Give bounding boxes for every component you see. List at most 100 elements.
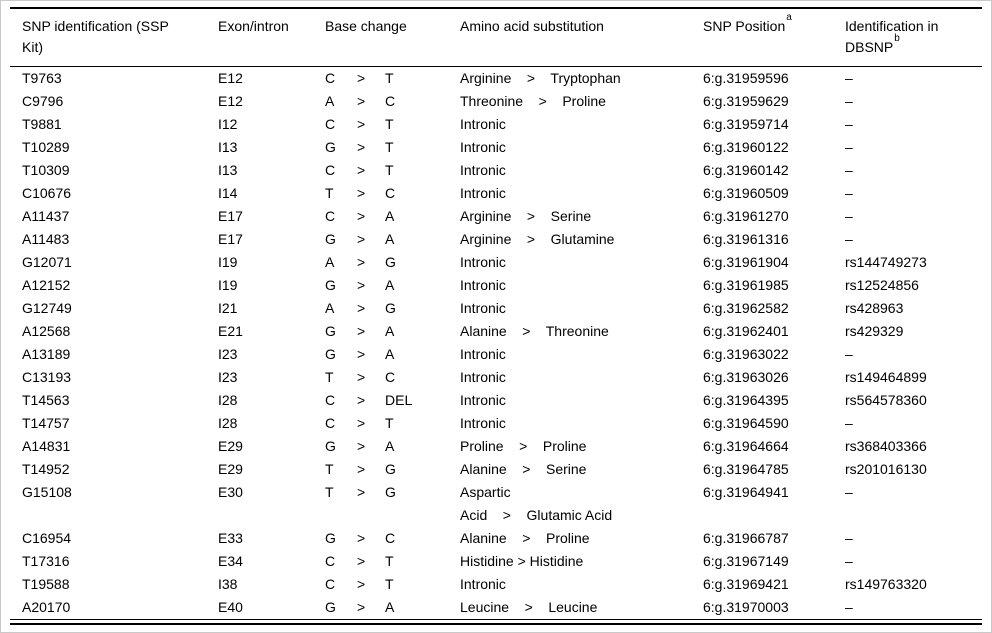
cell-dbsnp: rs201016130 bbox=[845, 461, 927, 477]
cell-amino-acid: Alanine > Threonine bbox=[460, 323, 609, 339]
cell-amino-acid: Intronic bbox=[460, 277, 506, 293]
cell-dbsnp: – bbox=[845, 231, 853, 247]
base-from: T bbox=[325, 369, 334, 385]
cell-snp-position: 6:g.31969421 bbox=[703, 576, 789, 592]
base-from: A bbox=[325, 93, 335, 109]
cell-snp-position: 6:g.31964941 bbox=[703, 484, 789, 500]
cell-snp-id: A11483 bbox=[22, 231, 70, 247]
cell-exon-intron: E34 bbox=[218, 553, 243, 569]
cell-dbsnp: – bbox=[845, 553, 853, 569]
cell-snp-id: T14952 bbox=[22, 461, 70, 477]
base-to: A bbox=[385, 208, 395, 224]
cell-dbsnp: – bbox=[845, 415, 853, 431]
cell-base-change: C > DEL bbox=[325, 389, 460, 412]
cell-snp-position: 6:g.31964590 bbox=[703, 415, 789, 431]
cell-exon-intron: I23 bbox=[218, 369, 238, 385]
cell-base-change: T > C bbox=[325, 366, 460, 389]
cell-exon-intron: I12 bbox=[218, 116, 238, 132]
header-dbsnp: Identification in DBSNPb bbox=[845, 8, 982, 67]
base-from: C bbox=[325, 162, 336, 178]
table-row: T14757 I28 C > T Intronic 6:g.31964590 – bbox=[10, 412, 982, 435]
header-amino-acid-label: Amino acid substitution bbox=[460, 18, 604, 34]
cell-snp-id: T9763 bbox=[22, 70, 62, 86]
base-change-arrow: > bbox=[357, 553, 366, 569]
cell-amino-acid: Intronic bbox=[460, 162, 506, 178]
base-change-arrow: > bbox=[357, 530, 366, 546]
base-to: C bbox=[385, 185, 396, 201]
cell-snp-id: T14757 bbox=[22, 415, 70, 431]
base-to: G bbox=[385, 254, 396, 270]
cell-exon-intron: I28 bbox=[218, 415, 238, 431]
table-row: C9796 E12 A > C Threonine > Proline 6:g.31… bbox=[10, 90, 982, 113]
table-row: A13189 I23 G > A Intronic 6:g.31963022 – bbox=[10, 343, 982, 366]
table-row: A12568 E21 G > A Alanine > Threonine 6:g.3… bbox=[10, 320, 982, 343]
cell-amino-acid: Threonine > Proline bbox=[460, 93, 606, 109]
base-from: C bbox=[325, 392, 336, 408]
cell-amino-acid: Intronic bbox=[460, 185, 506, 201]
header-row: SNP identification (SSP Kit) Exon/intron… bbox=[10, 8, 982, 67]
base-from: T bbox=[325, 461, 334, 477]
base-to: C bbox=[385, 530, 396, 546]
cell-exon-intron: I21 bbox=[218, 300, 238, 316]
cell-snp-position: 6:g.31966787 bbox=[703, 530, 789, 546]
cell-exon-intron: E12 bbox=[218, 70, 243, 86]
cell-dbsnp: – bbox=[845, 484, 853, 500]
snp-table: SNP identification (SSP Kit) Exon/intron… bbox=[10, 7, 982, 619]
cell-exon-intron: I38 bbox=[218, 576, 238, 592]
base-change-arrow: > bbox=[357, 461, 366, 477]
cell-base-change: C > T bbox=[325, 573, 460, 596]
table-body: T9763 E12 C > T Arginine > Tryptophan 6:g.… bbox=[10, 67, 982, 620]
cell-dbsnp: – bbox=[845, 599, 853, 615]
cell-dbsnp: rs429329 bbox=[845, 323, 904, 339]
cell-base-change: G > A bbox=[325, 435, 460, 458]
table-row: A14831 E29 G > A Proline > Proline 6:g.319… bbox=[10, 435, 982, 458]
cell-base-change: A > C bbox=[325, 90, 460, 113]
cell-dbsnp: – bbox=[845, 93, 853, 109]
cell-base-change: C > T bbox=[325, 67, 460, 91]
base-change-arrow: > bbox=[357, 323, 366, 339]
cell-snp-position: 6:g.31959596 bbox=[703, 70, 789, 86]
cell-dbsnp: – bbox=[845, 70, 853, 86]
base-to: T bbox=[385, 162, 394, 178]
cell-exon-intron: E21 bbox=[218, 323, 243, 339]
cell-exon-intron: I23 bbox=[218, 346, 238, 362]
cell-dbsnp: – bbox=[845, 116, 853, 132]
cell-amino-acid: Alanine > Proline bbox=[460, 530, 590, 546]
cell-snp-position: 6:g.31961904 bbox=[703, 254, 789, 270]
base-change-arrow: > bbox=[357, 438, 366, 454]
table-row: T10289 I13 G > T Intronic 6:g.31960122 – bbox=[10, 136, 982, 159]
base-from: G bbox=[325, 231, 336, 247]
cell-snp-id: G15108 bbox=[22, 484, 72, 500]
base-change-arrow: > bbox=[357, 576, 366, 592]
base-to: T bbox=[385, 553, 394, 569]
cell-snp-id: A12568 bbox=[22, 323, 71, 339]
cell-amino-acid: Intronic bbox=[460, 576, 506, 592]
cell-amino-acid: Intronic bbox=[460, 139, 506, 155]
cell-amino-acid: Leucine > Leucine bbox=[460, 599, 598, 615]
base-from: C bbox=[325, 70, 336, 86]
table-row: G12749 I21 A > G Intronic 6:g.31962582 rs4… bbox=[10, 297, 982, 320]
cell-dbsnp: – bbox=[845, 139, 853, 155]
cell-base-change: T > G bbox=[325, 458, 460, 481]
base-from: C bbox=[325, 553, 336, 569]
cell-snp-position: 6:g.31961316 bbox=[703, 231, 789, 247]
base-to: T bbox=[385, 70, 394, 86]
header-base-change-label: Base change bbox=[325, 18, 407, 34]
cell-dbsnp: rs428963 bbox=[845, 300, 904, 316]
cell-exon-intron: E29 bbox=[218, 461, 243, 477]
cell-exon-intron: E17 bbox=[218, 208, 243, 224]
base-to: C bbox=[385, 93, 396, 109]
table-header: SNP identification (SSP Kit) Exon/intron… bbox=[10, 8, 982, 67]
table-row: A12152 I19 G > A Intronic 6:g.31961985 rs1… bbox=[10, 274, 982, 297]
table-row: T19588 I38 C > T Intronic 6:g.31969421 rs1… bbox=[10, 573, 982, 596]
cell-amino-acid: Intronic bbox=[460, 392, 506, 408]
cell-amino-acid: Intronic bbox=[460, 415, 506, 431]
base-from: T bbox=[325, 185, 334, 201]
table-row: T17316 E34 C > T Histidine > Histidine 6:g… bbox=[10, 550, 982, 573]
base-to: DEL bbox=[385, 392, 413, 408]
cell-dbsnp: rs368403366 bbox=[845, 438, 927, 454]
cell-snp-position: 6:g.31962582 bbox=[703, 300, 789, 316]
table-row: C16954 E33 G > C Alanine > Proline 6:g.319… bbox=[10, 527, 982, 550]
cell-amino-acid: Intronic bbox=[460, 300, 506, 316]
